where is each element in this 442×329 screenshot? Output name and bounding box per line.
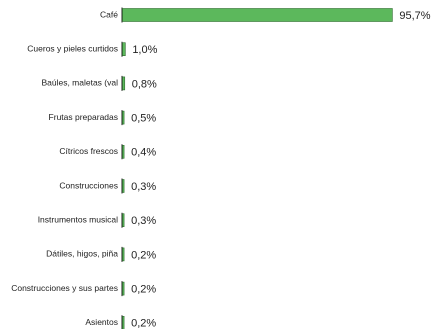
bar-7 xyxy=(122,213,125,227)
bar-5 xyxy=(122,145,125,159)
category-label-10: Asientos xyxy=(85,317,118,327)
value-labels: 95,7% 1,0% 0,8% 0,5% 0,4% 0,3% 0,3% 0,2% 0,2% 0,2… xyxy=(131,10,431,329)
value-label-2: 1,0% xyxy=(132,44,157,56)
bar-4 xyxy=(122,110,125,125)
bars-layer xyxy=(122,8,393,329)
bar-2 xyxy=(122,42,126,57)
category-labels: Café Cueros y pieles curtidos Baúles, male… xyxy=(11,9,118,327)
category-label-1: Café xyxy=(100,9,118,19)
value-label-5: 0,4% xyxy=(131,147,156,159)
category-label-9: Construcciones y sus partes xyxy=(11,283,118,293)
value-label-8: 0,2% xyxy=(131,249,156,261)
category-label-2: Cueros y pieles curtidos xyxy=(27,43,118,53)
bar-1 xyxy=(122,8,393,22)
category-label-7: Instrumentos musical xyxy=(38,214,118,224)
category-label-4: Frutas preparadas xyxy=(49,112,118,122)
bar-3 xyxy=(122,76,126,91)
bar-10 xyxy=(122,315,125,329)
category-label-8: Dátiles, higos, piña xyxy=(46,249,118,259)
bar-8 xyxy=(122,247,125,262)
category-label-3: Baúles, maletas (val xyxy=(41,78,118,88)
bar-9 xyxy=(122,281,125,296)
value-label-9: 0,2% xyxy=(131,284,156,296)
category-label-5: Cítricos frescos xyxy=(59,146,118,156)
bar-6 xyxy=(122,179,125,193)
value-label-10: 0,2% xyxy=(131,318,156,329)
value-label-4: 0,5% xyxy=(131,113,156,125)
value-label-1: 95,7% xyxy=(399,10,430,22)
value-label-3: 0,8% xyxy=(132,78,157,90)
category-label-6: Construcciones xyxy=(59,180,118,190)
value-label-7: 0,3% xyxy=(131,215,156,227)
value-label-6: 0,3% xyxy=(131,181,156,193)
